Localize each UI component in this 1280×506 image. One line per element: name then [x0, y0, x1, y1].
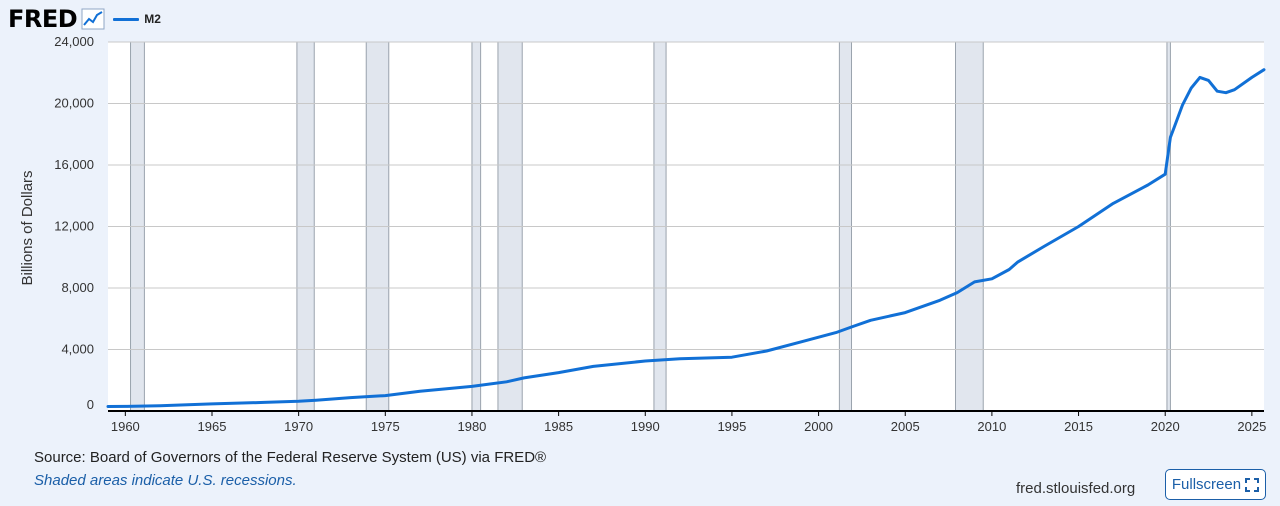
y-axis-ticks: 0 4,000 8,000 12,000 16,000 20,000 24,000 [54, 34, 94, 412]
recession-note: Shaded areas indicate U.S. recessions. [34, 472, 297, 489]
expand-icon [1245, 477, 1260, 492]
fred-logo[interactable]: FRED [8, 5, 78, 33]
x-tick-label: 1980 [457, 419, 486, 434]
legend-swatch [113, 17, 140, 21]
y-tick-label: 16,000 [54, 157, 94, 172]
y-tick-label: 0 [87, 397, 94, 412]
y-tick-label: 24,000 [54, 34, 94, 49]
series-layer [106, 68, 1266, 408]
y-tick-label: 12,000 [54, 219, 94, 234]
x-tick-label: 1990 [631, 419, 660, 434]
x-tick-label: 1975 [371, 419, 400, 434]
chart-header: FRED M2 [8, 4, 161, 34]
legend-label: M2 [144, 12, 161, 26]
x-tick-label: 1970 [284, 419, 313, 434]
legend: M2 [113, 12, 161, 26]
y-tick-label: 4,000 [61, 342, 94, 357]
x-tick-label: 2020 [1151, 419, 1180, 434]
x-tick-label: 2010 [977, 419, 1006, 434]
x-tick-label: 2025 [1237, 419, 1266, 434]
grid-lines [108, 41, 1264, 350]
x-tick-label: 2015 [1064, 419, 1093, 434]
y-axis-title: Billions of Dollars [19, 170, 36, 285]
chart: 0 4,000 8,000 12,000 16,000 20,000 24,000 1960… [19, 34, 1266, 434]
x-tick-label: 2005 [891, 419, 920, 434]
x-tick-label: 1995 [717, 419, 746, 434]
site-url[interactable]: fred.stlouisfed.org [1016, 480, 1136, 497]
x-tick-label: 1985 [544, 419, 573, 434]
y-tick-label: 8,000 [61, 280, 94, 295]
x-tick-label: 2000 [804, 419, 833, 434]
x-tick-label: 1965 [198, 419, 227, 434]
source-text: Source: Board of Governors of the Federa… [34, 449, 547, 466]
trend-chart-icon [81, 8, 105, 30]
series-line-m2[interactable] [106, 68, 1266, 408]
x-tick-label: 1960 [111, 419, 140, 434]
fullscreen-label: Fullscreen [1171, 476, 1242, 493]
fullscreen-button[interactable]: Fullscreen [1165, 469, 1266, 500]
x-axis-ticks: 1960 1965 1970 1975 1980 1985 1990 1995 2000 2005… [111, 411, 1266, 434]
y-tick-label: 20,000 [54, 96, 94, 111]
